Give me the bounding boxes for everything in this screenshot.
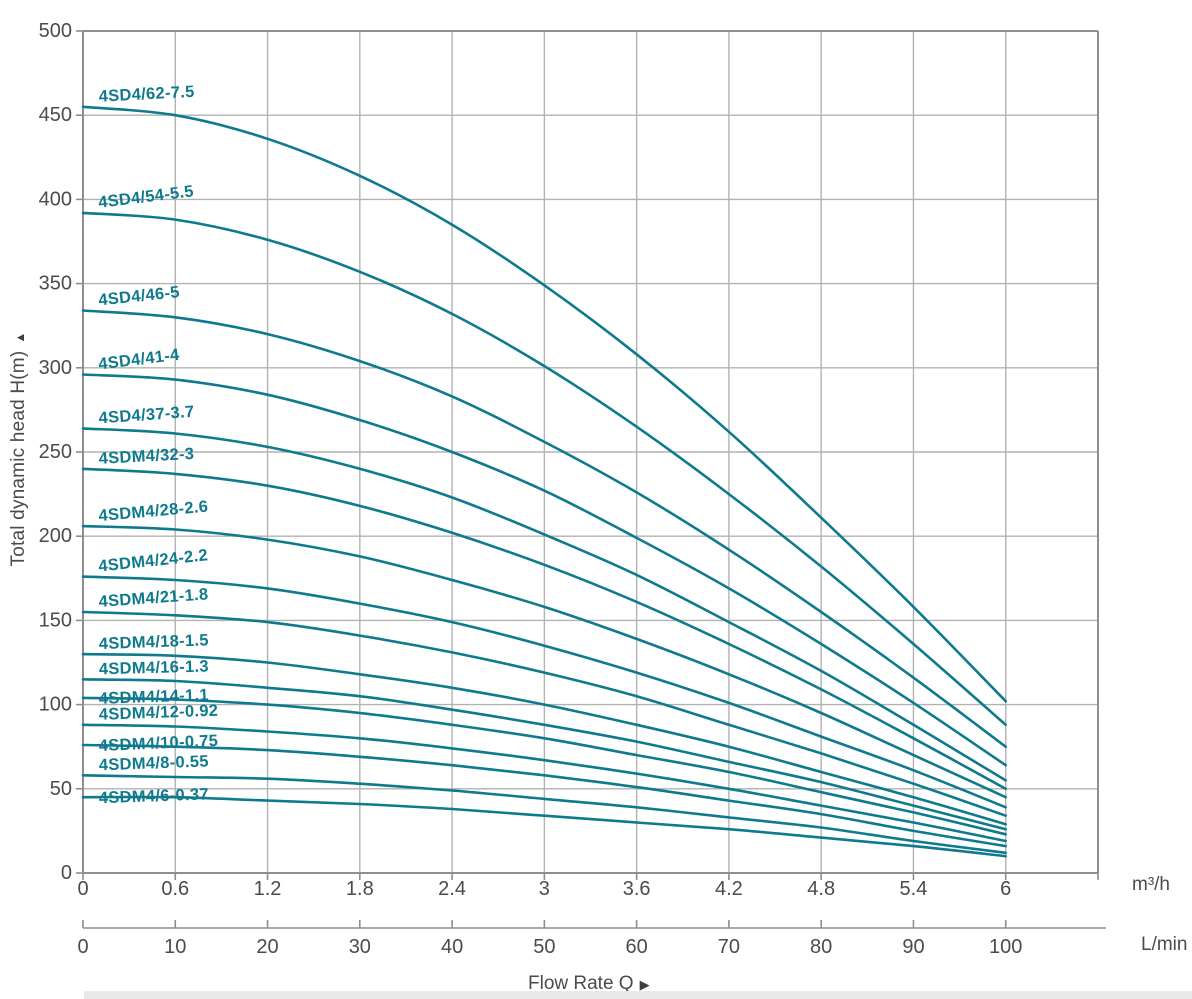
y-tick-label: 50 — [50, 778, 72, 800]
x-tick-label-m3h: 3 — [539, 878, 550, 900]
pump-curve-4SDM4-14-1-1 — [81, 696, 1007, 836]
y-tick-label: 100 — [39, 694, 72, 716]
pump-curve-label-4SD4-54-5-5: 4SD4/54-5.5 — [97, 182, 194, 212]
pump-curve-label-4SDM4-10-0-75: 4SDM4/10-0.75 — [98, 732, 218, 755]
pump-curve-4SDM4-28-2-6 — [81, 524, 1007, 799]
pump-curve-4SDM4-8-0-55 — [81, 774, 1007, 855]
x-tick-label-lmin: 40 — [441, 936, 463, 958]
x-tick-label-lmin: 50 — [533, 936, 555, 958]
x-axis-title-text: Flow Rate Q — [528, 973, 634, 994]
x-axis-unit-m3h: m³/h — [1132, 874, 1170, 895]
bottom-divider-strip — [84, 991, 1192, 999]
pump-curve-4SD4-37-3-7 — [81, 427, 1007, 782]
x-tick-label-m3h: 3.6 — [623, 878, 651, 900]
x-axis-title: Flow Rate Q ▶ — [528, 973, 650, 995]
pump-curve-4SDM4-12-0-92 — [81, 723, 1007, 843]
x-tick-label-m3h: 4.2 — [715, 878, 743, 900]
pump-curve-4SDM4-6-0-37 — [81, 795, 1007, 858]
x-tick-label-lmin: 20 — [256, 936, 278, 958]
x-tick-label-lmin: 60 — [626, 936, 648, 958]
pump-curve-label-4SDM4-18-1-5: 4SDM4/18-1.5 — [99, 631, 210, 653]
pump-curve-4SD4-41-4 — [81, 373, 1007, 767]
pump-curve-label-4SD4-37-3-7: 4SD4/37-3.7 — [98, 403, 195, 428]
pump-curve-label-4SDM4-6-0-37: 4SDM4/6-0.37 — [99, 785, 210, 807]
pump-curve-4SDM4-16-1-3 — [81, 678, 1007, 831]
x-tick-label-lmin: 90 — [902, 936, 924, 958]
y-axis-title-text: Total dynamic head H(m) — [8, 350, 29, 567]
x-tick-label-m3h: 1.8 — [346, 878, 374, 900]
y-tick-label: 200 — [39, 525, 72, 547]
up-arrow-icon: ▲ — [13, 331, 27, 344]
y-tick-label: 450 — [39, 104, 72, 126]
x-tick-label-lmin: 100 — [989, 936, 1022, 958]
x-tick-label-lmin: 80 — [810, 936, 832, 958]
pump-curve-label-4SDM4-16-1-3: 4SDM4/16-1.3 — [99, 657, 209, 678]
pump-curve-label-4SDM4-32-3: 4SDM4/32-3 — [98, 445, 194, 468]
pump-curve-4SD4-54-5-5 — [81, 211, 1007, 727]
y-tick-label: 250 — [39, 441, 72, 463]
pump-curve-4SDM4-24-2-2 — [81, 575, 1007, 809]
y-tick-label: 0 — [61, 862, 72, 884]
y-tick-label: 500 — [39, 20, 72, 42]
x-axis-unit-lmin: L/min — [1141, 934, 1188, 955]
pump-curve-4SDM4-18-1-5 — [81, 652, 1007, 826]
right-arrow-icon: ▶ — [639, 977, 650, 992]
y-tick-label: 300 — [39, 357, 72, 379]
y-axis-title: Total dynamic head H(m) ▲ — [8, 318, 32, 580]
y-tick-label: 150 — [39, 609, 72, 631]
x-tick-label-m3h: 1.2 — [254, 878, 282, 900]
x-tick-label-m3h: 5.4 — [900, 878, 928, 900]
pump-curve-label-4SDM4-28-2-6: 4SDM4/28-2.6 — [98, 498, 209, 526]
x-tick-label-lmin: 0 — [77, 936, 88, 958]
x-tick-label-m3h: 4.8 — [807, 878, 835, 900]
pump-curve-4SDM4-10-0-75 — [81, 743, 1007, 848]
pump-curve-label-4SD4-46-5: 4SD4/46-5 — [98, 283, 181, 309]
x-tick-label-m3h: 2.4 — [438, 878, 466, 900]
pump-curve-label-4SDM4-14-1-1: 4SDM4/14-1.1 — [99, 686, 210, 708]
pump-curve-4SDM4-21-1-8 — [81, 610, 1007, 817]
pump-curve-label-4SDM4-24-2-2: 4SDM4/24-2.2 — [98, 546, 209, 575]
pump-curve-label-4SD4-62-7-5: 4SD4/62-7.5 — [98, 83, 195, 106]
x-tick-label-m3h: 6 — [1000, 878, 1011, 900]
x-tick-label-lmin: 30 — [349, 936, 371, 958]
pump-curve-4SDM4-32-3 — [81, 467, 1007, 791]
y-tick-label: 400 — [39, 188, 72, 210]
pump-curve-label-4SD4-41-4: 4SD4/41-4 — [97, 346, 181, 374]
pump-curve-label-4SDM4-21-1-8: 4SDM4/21-1.8 — [98, 585, 209, 611]
x-tick-label-m3h: 0 — [77, 878, 88, 900]
x-tick-label-lmin: 10 — [164, 936, 186, 958]
x-tick-label-lmin: 70 — [718, 936, 740, 958]
pump-curve-label-4SDM4-12-0-92: 4SDM4/12-0.92 — [99, 702, 219, 724]
pump-curve-4SD4-62-7-5 — [81, 105, 1007, 703]
y-tick-label: 350 — [39, 273, 72, 295]
pump-curve-label-4SDM4-8-0-55: 4SDM4/8-0.55 — [99, 752, 210, 774]
pump-curve-4SD4-46-5 — [81, 309, 1007, 748]
x-tick-label-m3h: 0.6 — [161, 878, 189, 900]
